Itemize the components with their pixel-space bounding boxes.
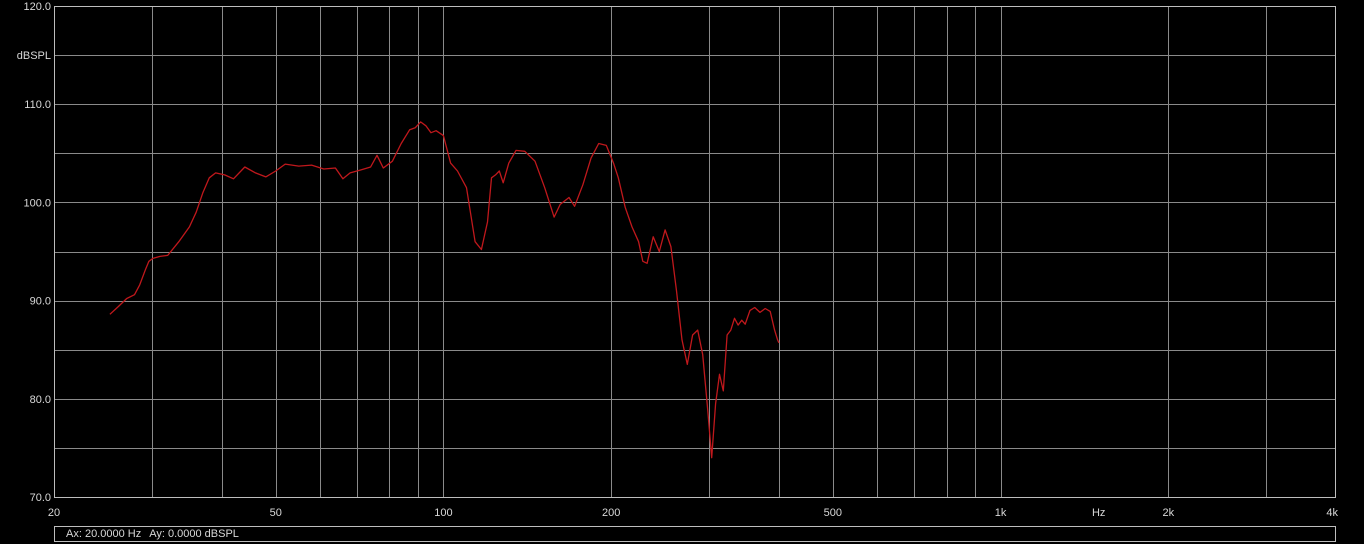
y-tick-label: 80.0: [30, 394, 51, 406]
cursor-y-readout: Ay: 0.0000 dBSPL: [149, 528, 239, 540]
x-tick-label: 500: [824, 507, 842, 519]
x-axis-label: Hz: [1092, 507, 1105, 519]
plot-frame: [54, 6, 1336, 498]
y-tick-label: 90.0: [30, 296, 51, 308]
y-tick-label: 120.0: [23, 1, 51, 13]
x-tick-label: 200: [602, 507, 620, 519]
y-axis-tick-labels: 70.0 80.0 90.0 100.0 110.0 120.0: [23, 1, 51, 504]
x-tick-label: 1k: [995, 507, 1007, 519]
y-axis-label: dBSPL: [17, 50, 51, 62]
x-tick-label: 100: [434, 507, 452, 519]
y-tick-label: 100.0: [23, 197, 51, 209]
series-layer: [109, 121, 780, 459]
cursor-x-readout: Ax: 20.0000 Hz: [66, 528, 142, 540]
x-axis-tick-labels: 20 50 100 200 500 1k 2k 4k: [48, 507, 1339, 519]
y-tick-label: 110.0: [24, 99, 51, 111]
x-tick-label: 2k: [1162, 507, 1174, 519]
grid-layer: [54, 6, 1336, 497]
x-tick-label: 20: [48, 507, 60, 519]
x-tick-label: 4k: [1326, 507, 1338, 519]
series-line: [109, 121, 780, 459]
y-tick-label: 70.0: [30, 492, 51, 504]
cursor-status-bar: Ax: 20.0000 Hz Ay: 0.0000 dBSPL: [54, 526, 1336, 542]
x-tick-label: 50: [270, 507, 282, 519]
